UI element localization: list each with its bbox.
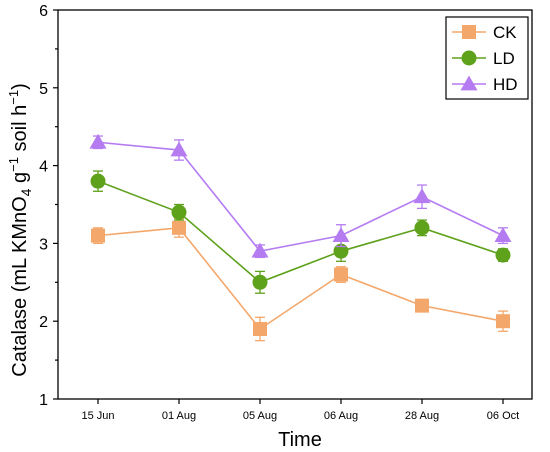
series-line [97, 227, 504, 331]
data-point [251, 242, 269, 258]
x-tick-label: 28 Aug [405, 410, 439, 422]
y-tick-label: 3 [39, 236, 48, 253]
x-tick-label: 06 Oct [487, 410, 519, 422]
y-label-subscript: 4 [18, 188, 34, 196]
y-tick-label: 2 [39, 314, 48, 331]
legend-item-hd: HD [452, 75, 518, 94]
data-point [415, 298, 429, 313]
data-point [91, 228, 105, 243]
data-point [496, 314, 510, 329]
data-point [413, 188, 431, 204]
legend-marker [461, 50, 477, 66]
data-point [495, 247, 511, 263]
data-point [172, 220, 186, 235]
data-point [414, 220, 430, 236]
data-point [333, 243, 349, 259]
data-point [90, 173, 106, 189]
series-line [97, 180, 504, 284]
x-tick-label: 01 Aug [162, 410, 196, 422]
plot-area [89, 133, 512, 342]
series-hd [89, 133, 512, 259]
data-point [253, 321, 267, 336]
y-label-superscript: −1 [6, 157, 21, 172]
data-point [89, 133, 107, 149]
y-axis-label: Catalase (mL KMnO4 g−1 soil h−1) [6, 83, 34, 377]
data-point [332, 227, 350, 242]
legend-marker [460, 75, 478, 91]
y-label-part: ) [9, 83, 31, 90]
y-label-part: Catalase (mL KMnO [9, 196, 31, 376]
data-point [334, 267, 348, 282]
legend-marker [462, 25, 476, 39]
series-line [97, 141, 504, 253]
legend-label: CK [493, 23, 517, 42]
data-point [170, 141, 188, 157]
data-point [171, 204, 187, 220]
legend-label: HD [493, 75, 518, 94]
data-point [252, 274, 268, 290]
y-label-part: soil h [9, 105, 31, 157]
legend-label: LD [493, 49, 515, 68]
series-ld [90, 170, 511, 294]
legend-item-ck: CK [452, 23, 517, 42]
y-label-superscript: −1 [6, 90, 21, 105]
y-tick-label: 6 [39, 3, 48, 20]
data-point [494, 227, 512, 242]
y-label-part: g [9, 172, 31, 189]
legend-item-ld: LD [452, 49, 515, 68]
x-axis-label: Time [278, 429, 322, 451]
y-tick-label: 4 [39, 159, 48, 176]
x-tick-label: 05 Aug [243, 410, 277, 422]
axes: 1 2 3 4 5 6 15 Jun 01 Aug 05 Aug 06 Aug 28 Aug 06 O… [39, 3, 533, 422]
series-ck [91, 217, 510, 342]
x-tick-label: 06 Aug [324, 410, 358, 422]
x-tick-label: 15 Jun [81, 410, 114, 422]
legend: CK LD HD [445, 16, 529, 100]
y-tick-label: 5 [39, 81, 48, 98]
y-tick-label: 1 [39, 392, 48, 409]
